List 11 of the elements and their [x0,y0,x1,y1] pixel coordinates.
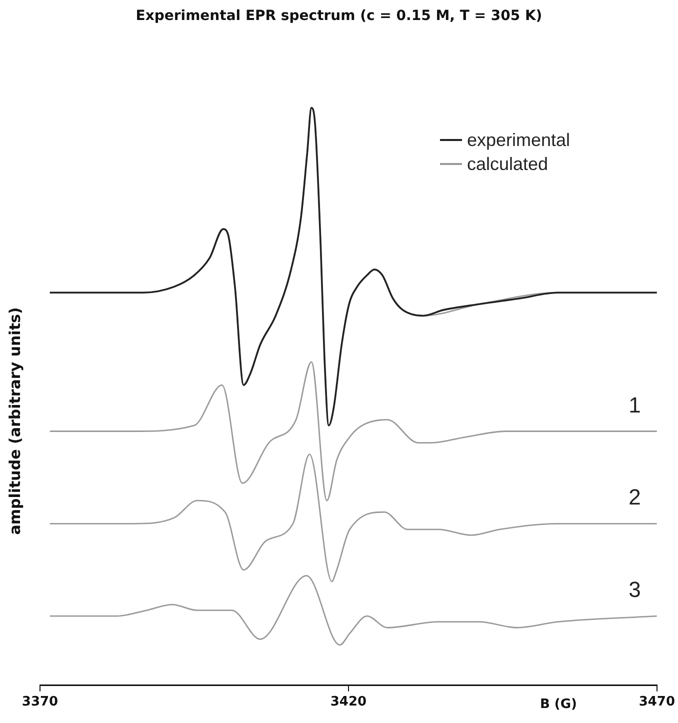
legend-label: experimental [467,130,570,150]
x-tick-label: 3470 [638,694,676,710]
x-tick-label: 3370 [22,694,58,710]
series-label: 3 [628,577,641,602]
series-label: 2 [628,484,641,510]
chart-title: Experimental EPR spectrum (c = 0.15 M, T = 305 K) [134,8,544,24]
series-label: 1 [628,392,641,418]
x-axis-title: B (G) [540,697,577,712]
y-axis-title: amplitude (arbitrary units) [6,306,24,537]
x-tick-label: 3420 [330,694,367,710]
legend-label: calculated [467,154,548,174]
